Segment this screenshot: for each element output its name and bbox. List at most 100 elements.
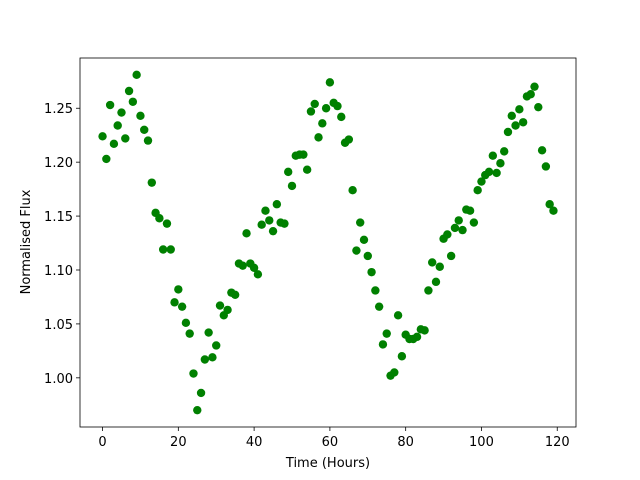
data-point <box>181 318 191 328</box>
data-point <box>314 133 323 142</box>
data-point <box>193 405 202 415</box>
data-point <box>143 136 153 145</box>
data-point <box>284 167 293 177</box>
data-point <box>102 154 111 164</box>
data-point <box>515 105 524 114</box>
data-point <box>170 298 179 307</box>
data-point <box>371 286 380 295</box>
data-point <box>473 186 482 195</box>
data-point <box>212 341 221 350</box>
data-point <box>431 277 441 287</box>
data-point <box>428 258 437 267</box>
data-point <box>196 388 206 398</box>
data-point <box>484 167 494 177</box>
data-point <box>458 225 467 235</box>
data-point <box>435 262 444 271</box>
data-point <box>549 206 558 215</box>
data-point <box>158 245 168 254</box>
data-point <box>132 70 141 80</box>
data-point <box>469 218 479 227</box>
data-point <box>109 139 119 149</box>
data-point <box>393 311 403 320</box>
data-point <box>98 132 107 141</box>
data-point <box>356 218 365 227</box>
plot-frame <box>79 57 577 428</box>
data-point <box>105 100 115 110</box>
data-point <box>310 99 319 109</box>
data-point <box>367 267 376 277</box>
data-point <box>530 82 539 91</box>
data-point <box>230 290 240 299</box>
data-point <box>488 151 498 160</box>
data-point <box>162 219 172 228</box>
data-point <box>242 229 251 238</box>
data-point <box>454 216 463 225</box>
data-point <box>166 245 175 254</box>
data-point <box>261 206 270 215</box>
x-tick-label: 80 <box>397 435 414 450</box>
data-point <box>208 353 217 362</box>
data-point <box>541 162 551 171</box>
data-point <box>128 97 138 106</box>
data-point <box>492 168 501 178</box>
data-point <box>537 146 547 155</box>
data-point <box>390 368 399 377</box>
y-tick-label: 1.10 <box>44 264 73 279</box>
data-point <box>272 200 282 209</box>
data-point <box>507 111 516 120</box>
data-point <box>443 230 452 239</box>
data-point <box>321 104 331 113</box>
data-point <box>177 302 187 311</box>
data-point <box>348 186 357 195</box>
data-point <box>136 111 145 120</box>
data-point <box>344 135 354 144</box>
data-point <box>318 119 327 128</box>
x-tick-label: 20 <box>170 435 187 450</box>
data-point <box>204 328 213 337</box>
data-point <box>378 340 388 349</box>
y-tick-label: 1.20 <box>44 156 73 171</box>
data-point <box>534 102 543 112</box>
data-point <box>249 263 259 273</box>
y-axis-label: Normalised Flux <box>19 189 34 294</box>
data-point <box>155 214 164 223</box>
data-point <box>397 352 407 361</box>
y-tick-label: 1.15 <box>44 210 73 225</box>
data-point <box>450 223 460 233</box>
data-point <box>382 329 391 338</box>
data-point <box>337 112 346 122</box>
data-point <box>446 251 456 261</box>
data-point <box>465 206 475 215</box>
data-point <box>325 78 335 87</box>
data-point <box>503 127 513 137</box>
data-point <box>374 302 384 311</box>
data-point <box>223 305 232 315</box>
data-point <box>363 251 372 261</box>
data-point <box>174 285 183 294</box>
data-point <box>302 165 312 174</box>
data-point <box>121 134 130 143</box>
data-point <box>185 329 194 338</box>
data-point <box>352 246 361 255</box>
data-point <box>424 286 433 295</box>
y-tick-label: 1.25 <box>44 102 73 117</box>
data-point <box>511 121 520 130</box>
data-point <box>477 177 486 186</box>
data-point <box>257 220 266 229</box>
x-tick-label: 0 <box>98 435 106 450</box>
data-point <box>189 369 198 378</box>
data-point <box>200 355 210 364</box>
data-point <box>124 86 134 96</box>
data-point <box>280 219 289 228</box>
data-point <box>147 178 157 187</box>
data-point <box>359 235 369 245</box>
data-point <box>253 270 263 279</box>
data-point <box>287 181 297 191</box>
x-tick-label: 40 <box>246 435 263 450</box>
data-point <box>420 326 429 335</box>
x-axis-label: Time (Hours) <box>285 456 370 471</box>
data-point <box>333 101 342 111</box>
data-point <box>518 118 528 127</box>
